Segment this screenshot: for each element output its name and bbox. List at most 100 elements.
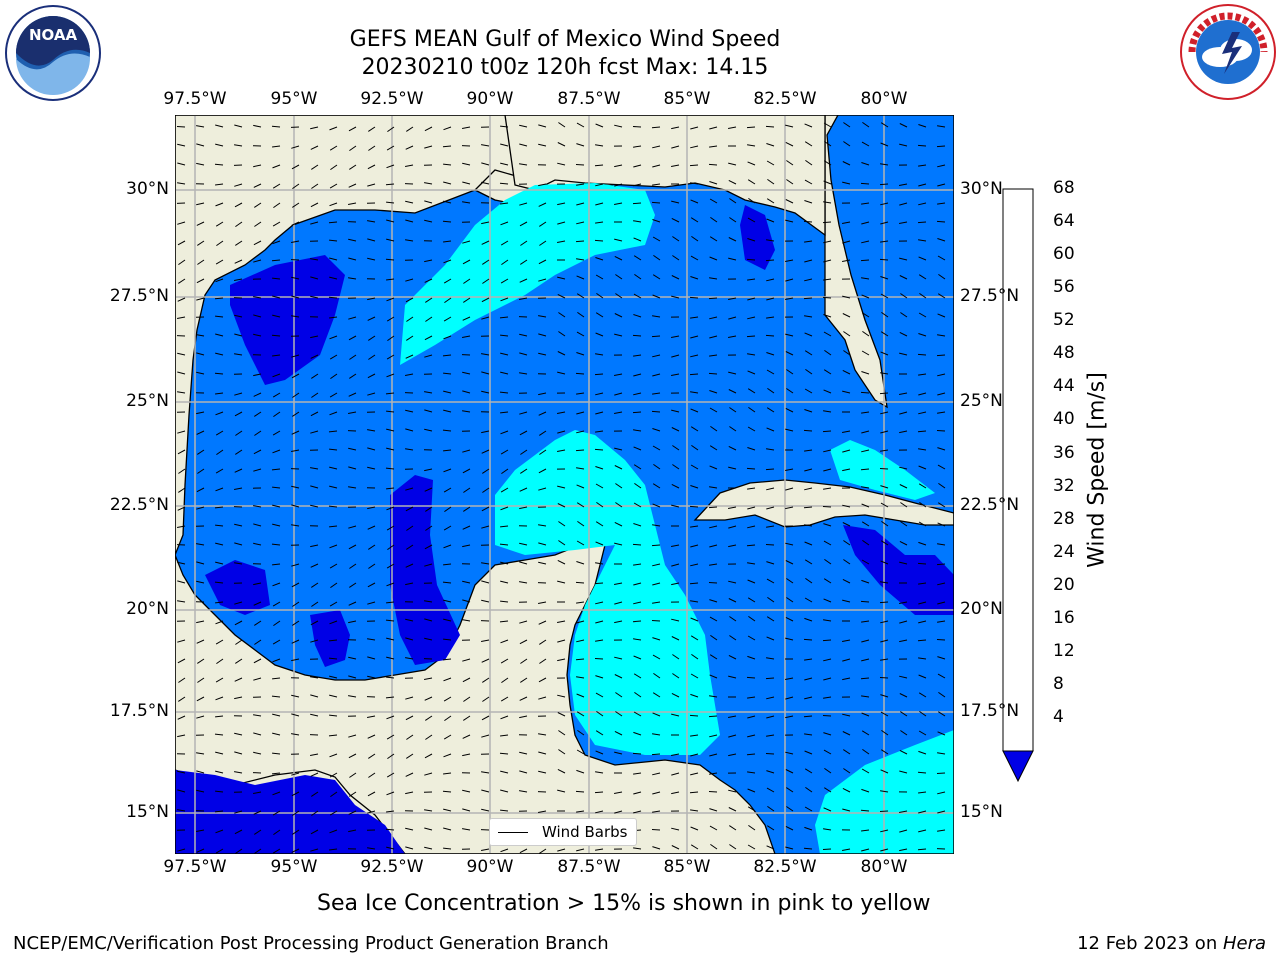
wind-barb [937,582,946,586]
wind-barb [177,371,186,375]
wind-barb [367,429,376,432]
wind-barb [575,164,585,166]
wind-barb [936,772,946,774]
wind-barb [937,601,946,605]
wind-barb [482,677,490,683]
wind-barb [272,221,281,227]
wind-barb [310,676,319,679]
wind-barb [785,616,794,622]
wind-barb [329,694,338,698]
wind-barb [766,427,775,432]
wind-barb [272,848,281,854]
wind-barb [785,297,794,300]
wind-barb [386,846,395,850]
wind-barb [481,430,490,434]
wind-barb [462,753,471,757]
wind-barb [785,560,794,565]
wind-barb [633,655,642,660]
wind-barb [917,353,927,356]
zone-4-pacific [175,770,405,854]
wind-barb [481,789,490,793]
wind-barb [557,142,566,147]
wind-barb [880,540,889,546]
wind-barb [462,181,471,185]
wind-barb [614,183,623,187]
wind-barb [672,255,680,261]
wind-barb [861,848,870,852]
wind-barb [747,179,756,185]
wind-barb [804,332,813,337]
wind-barb [443,200,452,204]
wind-barb [899,411,908,415]
wind-barb [271,259,281,262]
wind-barb [253,314,262,318]
wind-barb [348,544,357,550]
wind-barb [481,658,490,663]
wind-barb [462,410,471,413]
wind-barb [576,810,585,813]
wind-barb [557,293,566,299]
wind-barb [595,466,604,470]
wind-barb [632,334,642,337]
wind-barb [385,619,395,622]
wind-barb [462,335,471,338]
wind-barb [748,824,756,831]
wind-barb [634,691,642,698]
wind-barb [519,751,528,755]
wind-barb [176,126,186,128]
wind-barb [367,601,376,605]
wind-barb [539,240,547,246]
wind-barb [538,202,547,207]
wind-barb [671,354,680,358]
wind-barb [918,601,927,605]
wind-barb [291,639,300,644]
wind-barb [633,582,642,586]
wind-barb [633,392,642,396]
wind-barb [861,350,870,356]
wind-barb [804,826,813,831]
wind-barb [558,122,566,128]
wind-barb [368,753,376,759]
wind-barb [652,274,661,280]
wind-barb [652,483,661,489]
wind-barb [842,658,851,662]
wind-barb [575,658,585,661]
wind-barb [462,240,471,244]
wind-barb [614,164,623,168]
wind-barb [405,409,414,413]
wind-barb [501,468,509,475]
wind-barb [196,278,205,284]
wind-barb [880,122,889,128]
wind-barb [576,331,585,337]
wind-barb [291,582,300,588]
wind-barb [747,562,756,565]
wind-barb [253,183,262,188]
wind-barb [406,126,414,132]
wind-barb [633,638,642,641]
wind-barb [747,788,756,793]
wind-barb [329,392,338,398]
wind-barb [594,658,604,660]
wind-barb [272,354,281,357]
wind-barb [481,297,490,303]
wind-barb [405,297,414,303]
wind-barb [766,578,775,584]
wind-barb [519,770,528,774]
wind-barb [329,544,338,549]
lon-label-bottom: 85°W [663,857,711,877]
wind-barb [900,293,908,299]
wind-barb [538,733,547,736]
lon-label-bottom: 92.5°W [360,857,424,877]
wind-barb [425,734,433,740]
wind-barb [747,161,756,166]
wind-barb [196,221,205,226]
wind-barb [804,449,813,452]
wind-barb [500,561,509,565]
wind-barb [804,350,813,356]
wind-barb [917,639,927,642]
wind-barb [538,751,547,755]
wind-barb [216,658,224,665]
wind-barb [424,468,433,472]
wind-barb [804,617,813,622]
wind-barb [938,482,946,489]
